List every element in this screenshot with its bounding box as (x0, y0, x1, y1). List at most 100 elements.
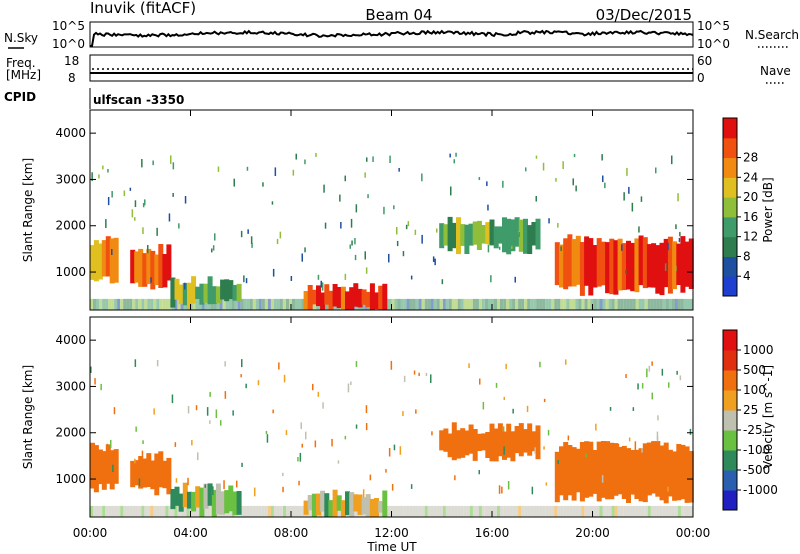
power-ground-scatter-cell (427, 298, 431, 310)
power-colorbar-swatch (723, 177, 737, 198)
power-ground-scatter-cell (599, 298, 603, 310)
velocity-echo-cell (195, 486, 201, 508)
power-colorbar: 4 8 12 16 20 24 28 (722, 117, 758, 297)
power-ground-scatter-cell (162, 298, 166, 310)
power-speck (131, 209, 134, 218)
power-speck (364, 251, 366, 260)
velocity-ground-scatter-cell (144, 505, 148, 517)
velocity-speck (220, 420, 222, 426)
power-speck (436, 228, 438, 233)
velocity-speck (223, 480, 225, 490)
station-title: Inuvik (fitACF) (90, 0, 196, 17)
velocity-speck (209, 420, 211, 424)
velocity-ground-scatter-cell (680, 505, 684, 517)
power-ground-scatter-cell (512, 298, 516, 310)
velocity-echo-cell (224, 490, 230, 514)
power-echo-cell (382, 283, 388, 310)
velocity-speck (415, 409, 417, 414)
power-ground-scatter-cell (93, 298, 96, 310)
power-speck (396, 227, 398, 235)
velocity-speck (355, 424, 358, 429)
power-speck (276, 238, 279, 245)
power-echo-cell (134, 251, 140, 283)
velocity-echo-cell (232, 491, 238, 516)
power-speck (667, 242, 669, 251)
power-echo-cell (443, 224, 449, 246)
velocity-colorbar-swatch (723, 390, 737, 411)
velocity-ground-scatter-cell (566, 505, 570, 517)
power-ground-scatter-cell (406, 298, 410, 310)
power-speck (351, 240, 353, 246)
velocity-echo-cell (489, 423, 495, 462)
velocity-ground-scatter-cell (403, 505, 407, 517)
nave-label: Nave (760, 64, 791, 78)
power-ground-scatter-cell (608, 298, 612, 310)
velocity-speck (282, 472, 284, 477)
noise-sky-line (90, 29, 694, 47)
power-ground-scatter-cell (436, 298, 440, 310)
power-echo-cell (236, 283, 242, 302)
velocity-speck (402, 411, 404, 417)
power-ground-scatter-cell (222, 298, 226, 310)
velocity-colorbar-swatch (723, 430, 737, 451)
power-ground-scatter-cell (270, 298, 274, 310)
velocity-echo-cell (518, 423, 524, 457)
velocity-speck (344, 435, 347, 440)
power-echo-cell (575, 235, 581, 285)
velocity-speck (567, 435, 570, 441)
velocity-ground-scatter-cell (126, 505, 130, 517)
power-echo-cell (105, 236, 111, 277)
velocity-echo-cell (228, 485, 234, 512)
power-speck (407, 221, 410, 227)
power-speck (344, 273, 347, 280)
velocity-echo-cell (324, 493, 330, 517)
power-ground-scatter-cell (494, 298, 497, 310)
power-ground-scatter-cell (668, 298, 672, 310)
velocity-colorbar-swatch (723, 450, 737, 471)
power-speck (144, 199, 146, 206)
power-ground-scatter-cell (563, 298, 567, 310)
velocity-ground-scatter-cell (102, 505, 106, 517)
velocity-ground-scatter-cell (123, 505, 127, 517)
velocity-ground-scatter-cell (433, 505, 437, 517)
power-ground-scatter-cell (509, 298, 513, 310)
power-echo-cell (642, 237, 648, 289)
velocity-echo-cell (303, 500, 309, 515)
power-speck (625, 270, 627, 274)
velocity-speck (676, 370, 678, 375)
power-ground-scatter-cell (388, 298, 392, 310)
velocity-echo-cell (575, 448, 581, 493)
power-ground-scatter-cell (653, 298, 657, 310)
velocity-ground-scatter-cell (117, 505, 121, 517)
power-ground-scatter-cell (671, 298, 675, 310)
velocity-echo-cell (559, 446, 564, 496)
power-ground-scatter-cell (626, 298, 630, 310)
velocity-speck (278, 362, 280, 370)
power-colorbar-swatch (723, 118, 737, 139)
power-echo-cell (332, 284, 338, 307)
velocity-speck (505, 363, 507, 370)
velocity-speck (300, 422, 302, 429)
power-speck (141, 159, 143, 168)
velocity-speck (301, 443, 303, 448)
power-ground-scatter-cell (273, 298, 277, 310)
velocity-speck (331, 438, 333, 447)
velocity-ground-scatter-cell (111, 505, 115, 517)
velocity-ground-scatter-cell (542, 505, 546, 517)
power-echo-cell (170, 277, 176, 308)
power-echo-cell (369, 283, 375, 310)
velocity-colorbar-label: 25 (743, 403, 758, 417)
velocity-ground-scatter-cell (273, 505, 277, 517)
velocity-speck (322, 402, 324, 409)
velocity-speck (689, 428, 692, 435)
power-speck (441, 279, 444, 285)
power-ground-scatter-cell (397, 298, 401, 310)
velocity-ground-scatter-cell (623, 505, 627, 517)
power-speck (664, 263, 667, 271)
velocity-ground-scatter-cell (270, 505, 274, 517)
power-ground-scatter-cell (264, 298, 268, 310)
velocity-ground-scatter-cell (578, 505, 582, 517)
power-ground-scatter-cell (180, 298, 184, 310)
power-speck (679, 231, 681, 237)
power-speck (271, 201, 274, 205)
